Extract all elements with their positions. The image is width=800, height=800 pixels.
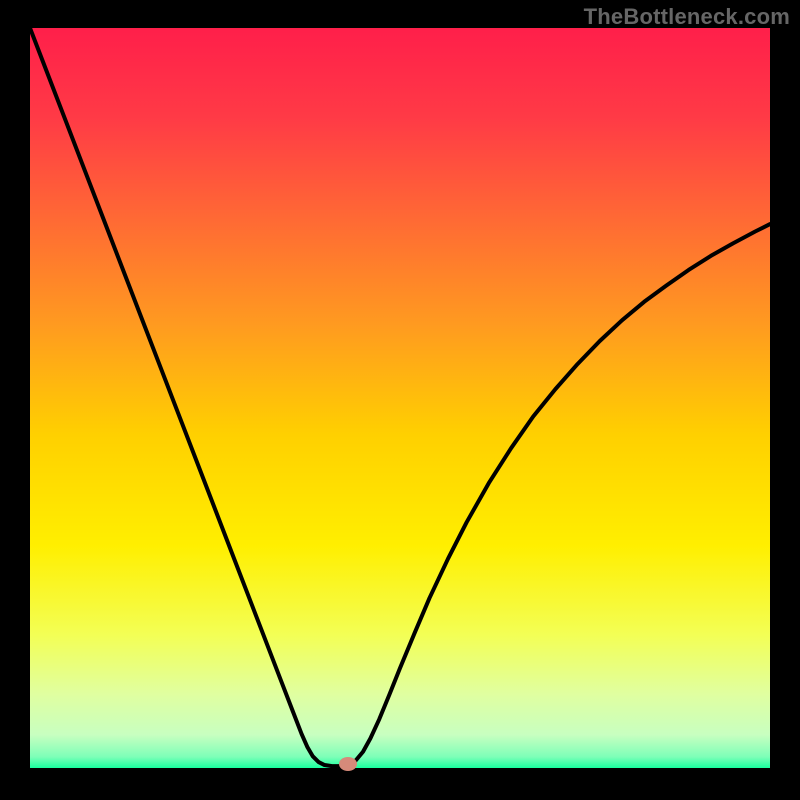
- bottleneck-curve: [30, 28, 770, 768]
- chart-frame: TheBottleneck.com: [0, 0, 800, 800]
- optimum-marker: [339, 757, 357, 771]
- plot-area: [30, 28, 770, 768]
- curve-path: [30, 28, 770, 766]
- watermark-text: TheBottleneck.com: [584, 4, 790, 30]
